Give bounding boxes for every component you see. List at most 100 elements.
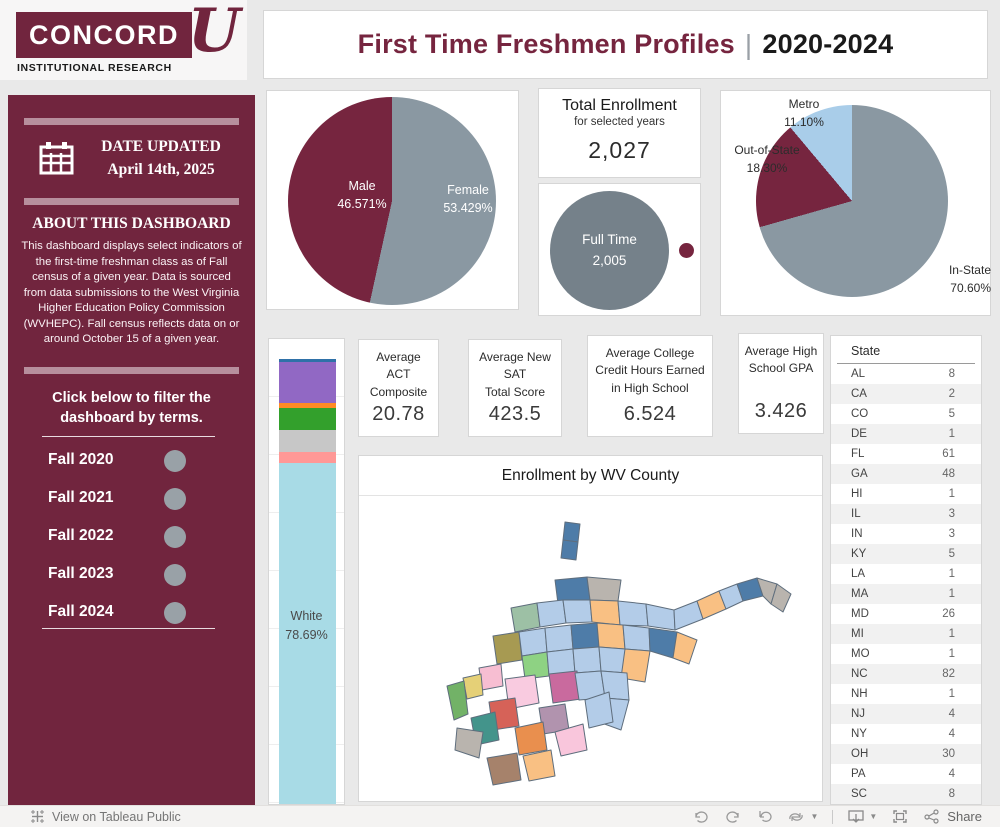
filter-button[interactable]: [164, 602, 186, 624]
race-segment[interactable]: [279, 407, 336, 430]
county-shape[interactable]: [454, 727, 484, 759]
fulltime-bubble[interactable]: Full Time 2,005: [550, 191, 669, 310]
state-table-row[interactable]: FL 61: [831, 444, 981, 464]
toolbar-separator: [832, 809, 834, 824]
state-table-row[interactable]: NC 82: [831, 664, 981, 684]
race-stacked-bar[interactable]: [279, 359, 336, 804]
county-shape[interactable]: [510, 602, 541, 633]
avg-gpa-card: Average High School GPA 3.426: [738, 333, 824, 434]
filter-label: Fall 2024: [48, 603, 114, 620]
share-icon[interactable]: [923, 809, 941, 825]
state-table-row[interactable]: DE 1: [831, 424, 981, 444]
state-table-row[interactable]: CA 2: [831, 384, 981, 404]
county-shape[interactable]: [522, 749, 556, 782]
county-shape[interactable]: [596, 622, 626, 650]
state-table-row[interactable]: AL 8: [831, 364, 981, 384]
state-abbr: GA: [851, 468, 868, 480]
divider: [42, 628, 215, 629]
county-shape[interactable]: [672, 631, 698, 665]
filter-row-fall-2022: Fall 2022: [8, 519, 255, 557]
county-shape[interactable]: [518, 627, 548, 657]
date-updated-label: DATE UPDATED: [101, 138, 221, 155]
county-shape[interactable]: [446, 680, 469, 721]
state-table-row[interactable]: SC 8: [831, 784, 981, 804]
redo-icon[interactable]: [724, 809, 742, 825]
state-table-row[interactable]: MD 26: [831, 604, 981, 624]
county-shape[interactable]: [572, 646, 602, 674]
wv-county-map[interactable]: [359, 496, 822, 798]
download-caret-icon[interactable]: ▼: [869, 812, 878, 821]
race-segment[interactable]: [279, 402, 336, 408]
county-shape[interactable]: [562, 521, 581, 543]
county-shape[interactable]: [492, 631, 523, 665]
state-table-row[interactable]: NJ 4: [831, 704, 981, 724]
state-abbr: DE: [851, 428, 867, 440]
fullscreen-icon[interactable]: [891, 809, 909, 825]
parttime-bubble[interactable]: [679, 243, 694, 258]
county-shape[interactable]: [586, 576, 622, 602]
county-shape[interactable]: [570, 622, 600, 650]
view-on-tableau-link[interactable]: View on Tableau Public: [30, 809, 692, 824]
state-table-row[interactable]: LA 1: [831, 564, 981, 584]
county-shape[interactable]: [617, 600, 649, 627]
race-segment[interactable]: [279, 429, 336, 452]
filter-button[interactable]: [164, 526, 186, 548]
fulltime-label: Full Time: [582, 232, 637, 248]
county-shape[interactable]: [622, 624, 651, 652]
state-table-row[interactable]: IN 3: [831, 524, 981, 544]
county-shape[interactable]: [544, 624, 574, 653]
state-table-row[interactable]: NH 1: [831, 684, 981, 704]
county-shape[interactable]: [486, 752, 522, 786]
residency-pie-chart[interactable]: [756, 105, 948, 297]
state-table-row[interactable]: KY 5: [831, 544, 981, 564]
race-segment[interactable]: [279, 463, 336, 804]
download-icon[interactable]: [847, 809, 865, 825]
county-shape[interactable]: [514, 721, 548, 756]
dashboard-header: First Time Freshmen Profiles | 2020-2024: [263, 10, 988, 79]
state-table-row[interactable]: MO 1: [831, 644, 981, 664]
undo-icon[interactable]: [692, 809, 710, 825]
filter-button[interactable]: [164, 450, 186, 472]
filter-button[interactable]: [164, 488, 186, 510]
county-shape[interactable]: [536, 599, 567, 628]
county-shape[interactable]: [645, 603, 676, 631]
county-shape[interactable]: [589, 599, 621, 626]
county-shape[interactable]: [554, 723, 588, 757]
county-shape[interactable]: [584, 691, 614, 729]
state-table-row[interactable]: PA 4: [831, 764, 981, 784]
state-table-row[interactable]: MI 1: [831, 624, 981, 644]
county-shape[interactable]: [521, 651, 550, 680]
refresh-icon[interactable]: [788, 809, 806, 825]
gender-pie-chart[interactable]: [288, 97, 496, 305]
state-count: 3: [948, 508, 955, 520]
county-shape[interactable]: [560, 539, 579, 561]
state-abbr: NY: [851, 728, 867, 740]
race-segment[interactable]: [279, 451, 336, 464]
state-table-row[interactable]: OH 30: [831, 744, 981, 764]
state-table-row[interactable]: NY 4: [831, 724, 981, 744]
state-table-row[interactable]: HI 1: [831, 484, 981, 504]
county-shape[interactable]: [620, 648, 651, 683]
replay-icon[interactable]: [756, 809, 774, 825]
race-bar-card: White 78.69%: [268, 338, 345, 805]
date-updated-value: April 14th, 2025: [107, 161, 215, 179]
gender-pie-card: Male 46.571% Female 53.429%: [266, 90, 519, 310]
tableau-logo-icon: [31, 810, 44, 823]
county-shape[interactable]: [648, 627, 678, 659]
race-segment[interactable]: [279, 361, 336, 403]
county-shape[interactable]: [562, 599, 593, 624]
state-table-row[interactable]: CO 5: [831, 404, 981, 424]
term-filter-list: Fall 2020 Fall 2021 Fall 2022 Fall 2023 Fall…: [8, 443, 255, 633]
state-count: 8: [948, 788, 955, 800]
state-table-row[interactable]: GA 48: [831, 464, 981, 484]
county-shape[interactable]: [770, 583, 792, 613]
refresh-caret-icon[interactable]: ▼: [810, 812, 819, 821]
state-count: 1: [948, 428, 955, 440]
race-segment[interactable]: [279, 359, 336, 362]
state-table-row[interactable]: MA 1: [831, 584, 981, 604]
share-button[interactable]: Share: [947, 809, 982, 824]
filter-button[interactable]: [164, 564, 186, 586]
state-abbr: FL: [851, 448, 865, 460]
avg-act-label: Average ACT Composite: [369, 350, 428, 399]
state-table-row[interactable]: IL 3: [831, 504, 981, 524]
